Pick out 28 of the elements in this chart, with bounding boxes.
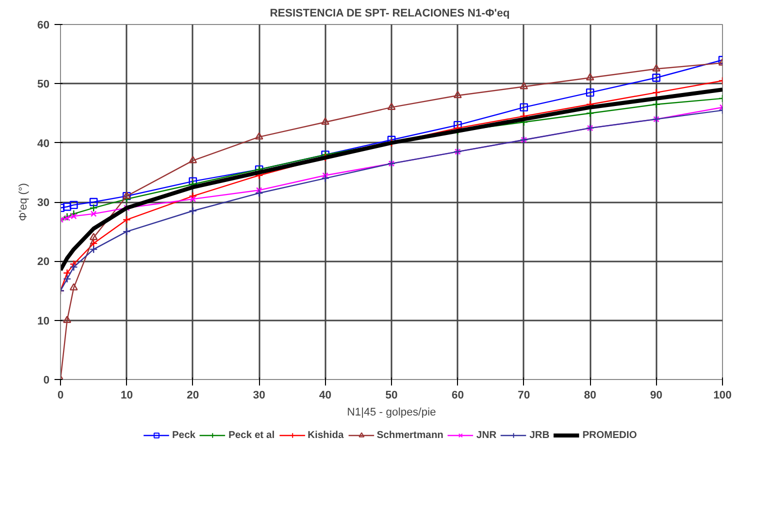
legend-label: Schmertmann [376,429,444,441]
x-tick-label: 0 [57,390,64,402]
y-tick-label: 50 [37,78,50,91]
y-tick-label: 0 [43,374,50,386]
y-tick-label: 40 [37,138,50,150]
y-tick-label: 30 [37,197,50,209]
y-tick-label: 10 [37,315,50,328]
x-tick-label: 80 [584,390,596,402]
legend-label: Peck et al [228,429,275,441]
legend-label: JRB [529,429,550,441]
x-tick-label: 70 [518,390,530,402]
x-tick-label: 50 [385,390,398,402]
x-tick-label: 10 [120,390,133,402]
x-tick-label: 100 [713,390,732,402]
y-axis-title: Φ'eq (°) [17,183,30,221]
x-tick-label: 20 [186,390,200,402]
x-axis-title: N1|45 - golpes/pie [346,406,436,418]
x-tick-label: 90 [650,390,662,402]
legend-label: JNR [476,429,496,441]
legend-label: Peck [172,429,196,441]
x-tick-label: 60 [452,390,464,402]
y-tick-label: 20 [37,256,50,268]
legend-label: PROMEDIO [582,429,637,441]
x-tick-label: 30 [252,390,266,402]
x-tick-label: 40 [319,390,332,402]
chart-title: RESISTENCIA DE SPT- RELACIONES N1-Φ'eq [270,8,510,20]
y-tick-label: 60 [37,20,50,32]
legend-label: Kishida [308,429,344,441]
